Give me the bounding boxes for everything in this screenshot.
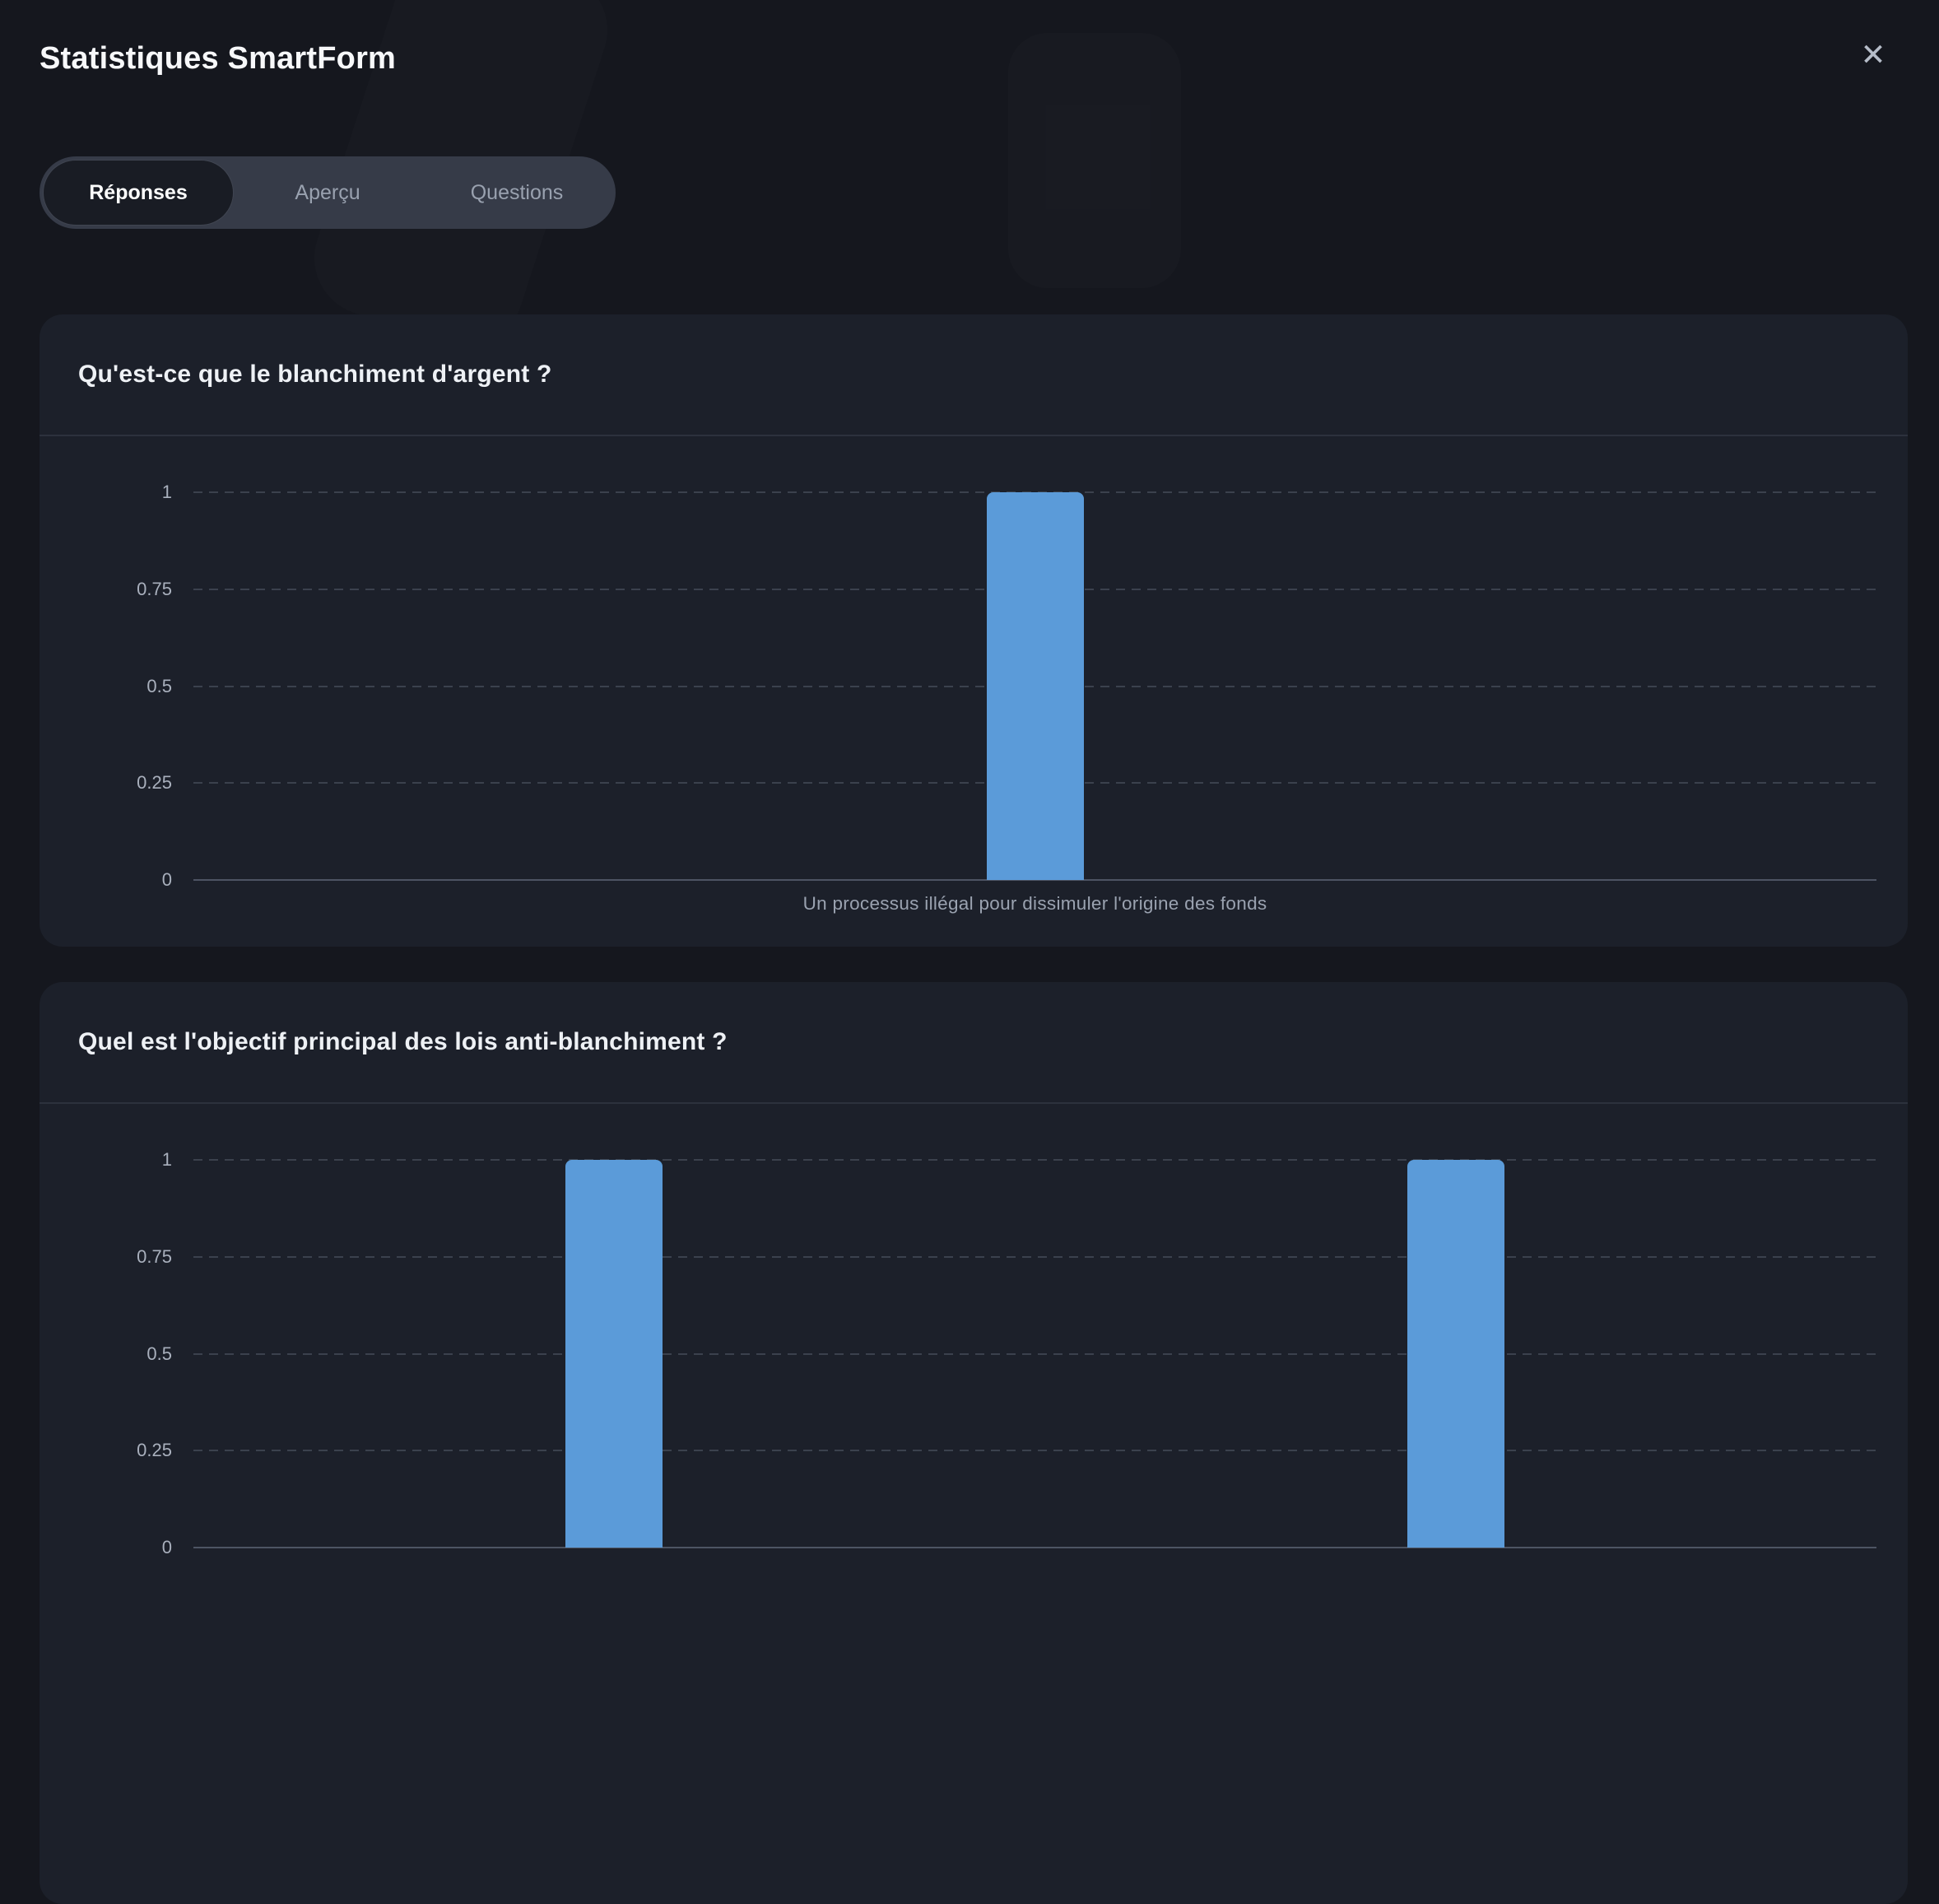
tab-label: Aperçu	[295, 180, 360, 204]
y-tick-label: 0.5	[146, 675, 172, 696]
y-tick-label: 0.25	[137, 1440, 172, 1461]
tab-apercu[interactable]: Aperçu	[233, 161, 422, 225]
tab-label: Questions	[470, 180, 564, 204]
bar-chart: 0 0.25 0.5 0.75 1	[137, 1149, 1876, 1557]
question-card-header: Quel est l'objectif principal des lois a…	[40, 982, 1908, 1104]
y-tick-label: 0.25	[137, 772, 172, 794]
y-gridline	[193, 1255, 1876, 1258]
question-card-header: Qu'est-ce que le blanchiment d'argent ?	[40, 314, 1908, 436]
y-tick-label: 0.75	[137, 578, 172, 599]
y-tick-label: 1	[161, 482, 172, 502]
question-title: Qu'est-ce que le blanchiment d'argent ?	[78, 361, 552, 388]
tab-questions[interactable]: Questions	[422, 161, 611, 225]
close-icon: ✕	[1860, 37, 1886, 72]
y-gridline	[193, 1450, 1876, 1452]
bar[interactable]	[986, 492, 1084, 880]
tab-bar: Réponses Aperçu Questions	[40, 156, 616, 229]
y-tick-label: 1	[161, 1149, 172, 1170]
x-axis-line	[193, 879, 1876, 881]
tab-reponses[interactable]: Réponses	[44, 161, 233, 225]
question-title: Quel est l'objectif principal des lois a…	[78, 1028, 728, 1055]
y-tick-label: 0.75	[137, 1245, 172, 1267]
tab-label: Réponses	[89, 180, 188, 204]
x-tick-label: Un processus illégal pour dissimuler l'o…	[802, 893, 1267, 914]
y-gridline	[193, 1159, 1876, 1161]
background-decoration	[1008, 33, 1181, 288]
y-tick-label: 0	[161, 1537, 172, 1557]
bar[interactable]	[565, 1160, 663, 1548]
bar-chart: 0 0.25 0.5 0.75 1 Un processus illégal pour d…	[137, 482, 1876, 914]
page-title: Statistiques SmartForm	[40, 41, 397, 76]
question-card: Quel est l'objectif principal des lois a…	[40, 982, 1908, 1904]
question-card: Qu'est-ce que le blanchiment d'argent ? …	[40, 314, 1908, 947]
statistics-modal: { "header": { "title": "Statistiques Sma…	[40, 30, 1908, 1904]
close-button[interactable]: ✕	[1848, 30, 1898, 79]
y-tick-label: 0.5	[146, 1343, 172, 1364]
y-tick-label: 0	[161, 869, 172, 890]
x-axis-line	[193, 1547, 1876, 1548]
y-gridline	[193, 1352, 1876, 1355]
bar[interactable]	[1407, 1160, 1504, 1548]
